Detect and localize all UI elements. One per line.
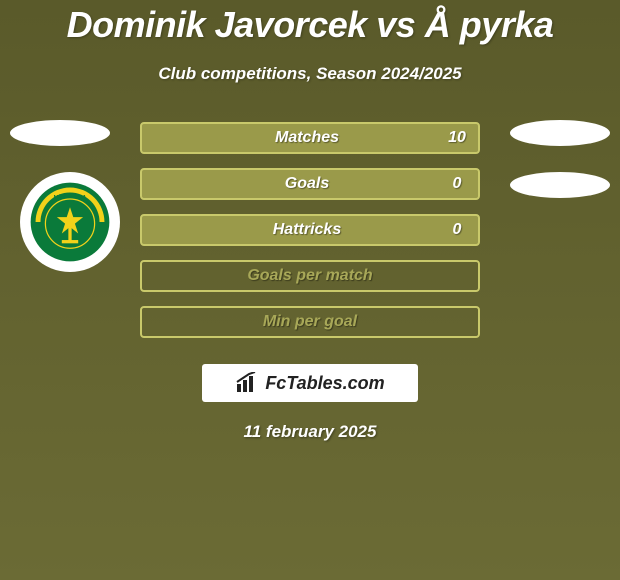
stat-value: 10 xyxy=(442,129,472,147)
stat-row: Matches10 xyxy=(140,122,480,154)
stat-rows: Matches10Goals0Hattricks0Goals per match… xyxy=(140,122,480,338)
stat-row: Goals per match xyxy=(140,260,480,292)
page-title: Dominik Javorcek vs Å pyrka xyxy=(0,0,620,46)
stat-value: 0 xyxy=(442,221,472,239)
fctables-label: FcTables.com xyxy=(265,373,384,394)
fctables-chart-icon xyxy=(235,372,261,394)
stat-label: Min per goal xyxy=(263,313,357,331)
stat-label: Matches xyxy=(142,129,442,147)
player-right-placeholder-2 xyxy=(510,172,610,198)
date-label: 11 february 2025 xyxy=(0,422,620,442)
stat-value: 0 xyxy=(442,175,472,193)
player-left-placeholder xyxy=(10,120,110,146)
stat-row: Hattricks0 xyxy=(140,214,480,246)
subtitle: Club competitions, Season 2024/2025 xyxy=(0,64,620,84)
zilina-logo-icon: MŠK ŽILINA xyxy=(29,181,111,263)
club-logo-left: MŠK ŽILINA xyxy=(20,172,120,272)
fctables-badge[interactable]: FcTables.com xyxy=(202,364,418,402)
stat-label: Goals xyxy=(142,175,442,193)
stat-row: Min per goal xyxy=(140,306,480,338)
stat-label: Goals per match xyxy=(247,267,372,285)
player-right-placeholder-1 xyxy=(510,120,610,146)
stat-row: Goals0 xyxy=(140,168,480,200)
stat-label: Hattricks xyxy=(142,221,442,239)
stats-container: MŠK ŽILINA Matches10Goals0Hattricks0Goal… xyxy=(0,122,620,338)
